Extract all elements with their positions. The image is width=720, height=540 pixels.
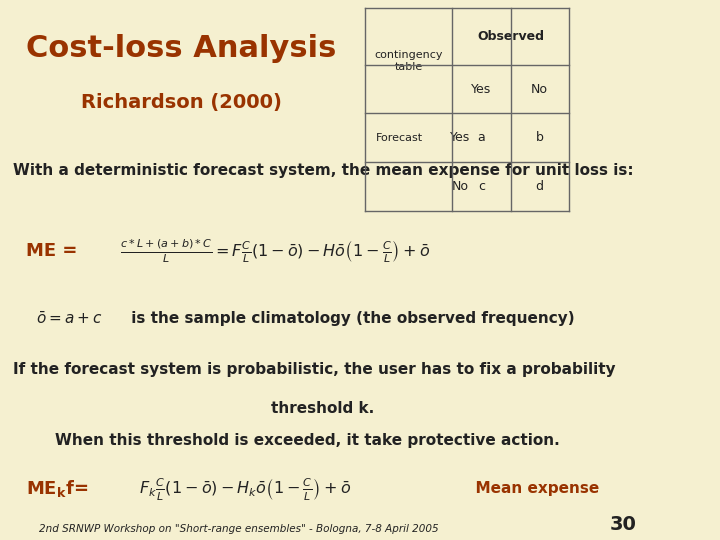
Text: $\frac{c*L+(a+b)*C}{L} = F\frac{C}{L}(1-\bar{o})- H\bar{o}\left(1-\frac{C}{L}\ri: $\frac{c*L+(a+b)*C}{L} = F\frac{C}{L}(1-… — [120, 237, 430, 265]
Text: a: a — [477, 131, 485, 144]
Text: 2nd SRNWP Workshop on "Short-range ensembles" - Bologna, 7-8 April 2005: 2nd SRNWP Workshop on "Short-range ensem… — [40, 523, 439, 534]
Text: $F_k\frac{C}{L}(1-\bar{o})- H_k\bar{o}\left(1-\frac{C}{L}\right)+\bar{o}$: $F_k\frac{C}{L}(1-\bar{o})- H_k\bar{o}\l… — [139, 476, 351, 502]
Text: No: No — [531, 83, 548, 96]
Text: Yes: Yes — [472, 83, 492, 96]
Text: contingency
table: contingency table — [374, 50, 443, 71]
Text: Mean expense: Mean expense — [465, 481, 600, 496]
Text: If the forecast system is probabilistic, the user has to fix a probability: If the forecast system is probabilistic,… — [13, 362, 616, 377]
Text: b: b — [536, 131, 544, 144]
Text: d: d — [536, 180, 544, 193]
Text: 30: 30 — [610, 515, 637, 534]
Text: c: c — [478, 180, 485, 193]
Text: No: No — [451, 180, 469, 193]
Text: Cost-loss Analysis: Cost-loss Analysis — [26, 34, 336, 63]
Text: When this threshold is exceeded, it take protective action.: When this threshold is exceeded, it take… — [55, 433, 559, 448]
Text: Observed: Observed — [477, 30, 544, 43]
Text: $\mathbf{ME_k}$f=: $\mathbf{ME_k}$f= — [26, 478, 88, 499]
Text: threshold k.: threshold k. — [271, 401, 374, 416]
Text: ME =: ME = — [26, 242, 77, 260]
Text: is the sample climatology (the observed frequency): is the sample climatology (the observed … — [126, 311, 575, 326]
Text: With a deterministic forecast system, the mean expense for unit loss is:: With a deterministic forecast system, th… — [13, 163, 634, 178]
Text: $\bar{o} = a+c$: $\bar{o} = a+c$ — [35, 310, 102, 327]
Text: Richardson (2000): Richardson (2000) — [81, 93, 282, 112]
Text: Yes: Yes — [450, 131, 470, 144]
Text: Forecast: Forecast — [375, 133, 423, 143]
